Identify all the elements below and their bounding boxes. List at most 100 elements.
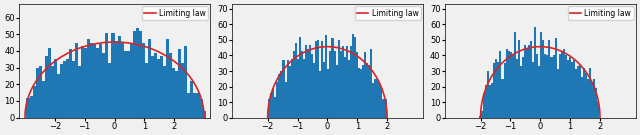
Bar — [63, 61, 66, 118]
Bar — [514, 32, 516, 118]
Bar — [495, 59, 497, 118]
Bar — [371, 49, 372, 118]
Bar — [520, 66, 522, 118]
Bar — [332, 38, 333, 118]
Bar — [506, 49, 508, 118]
Bar — [595, 88, 597, 118]
Bar — [563, 49, 564, 118]
Bar — [489, 85, 492, 118]
Bar — [552, 55, 554, 118]
Bar — [203, 111, 205, 118]
Bar — [160, 56, 163, 118]
Bar — [485, 85, 487, 118]
Bar — [352, 34, 354, 118]
Bar — [356, 52, 358, 118]
Bar — [364, 52, 366, 118]
Bar — [313, 63, 315, 118]
Bar — [380, 87, 383, 118]
Bar — [323, 62, 325, 118]
Bar — [483, 93, 485, 118]
Bar — [54, 59, 57, 118]
Bar — [26, 98, 29, 118]
Bar — [325, 35, 328, 118]
Bar — [378, 82, 380, 118]
Bar — [340, 51, 342, 118]
Bar — [487, 71, 489, 118]
Bar — [45, 56, 48, 118]
Bar — [120, 43, 124, 118]
Bar — [87, 39, 90, 118]
Bar — [84, 48, 87, 118]
Bar — [282, 60, 285, 118]
Bar — [508, 51, 509, 118]
Bar — [385, 99, 387, 118]
Bar — [360, 70, 362, 118]
Bar — [528, 45, 530, 118]
Bar — [577, 66, 579, 118]
Bar — [366, 63, 368, 118]
Bar — [591, 82, 593, 118]
Legend: Limiting law: Limiting law — [568, 6, 634, 20]
Bar — [193, 93, 196, 118]
Bar — [557, 70, 559, 118]
Bar — [321, 41, 323, 118]
Bar — [368, 65, 371, 118]
Bar — [188, 93, 191, 118]
Bar — [297, 59, 299, 118]
Bar — [573, 60, 575, 118]
Bar — [309, 45, 311, 118]
Bar — [512, 55, 514, 118]
Bar — [287, 60, 289, 118]
Bar — [292, 51, 295, 118]
Bar — [358, 68, 360, 118]
Bar — [118, 36, 120, 118]
Bar — [509, 52, 512, 118]
Bar — [492, 83, 493, 118]
Bar — [93, 44, 96, 118]
Bar — [81, 46, 84, 118]
Bar — [148, 39, 151, 118]
Bar — [350, 46, 352, 118]
Bar — [90, 43, 93, 118]
Bar — [567, 60, 569, 118]
Bar — [362, 65, 364, 118]
Bar — [538, 66, 540, 118]
Bar — [191, 81, 193, 118]
Bar — [571, 62, 573, 118]
Bar — [346, 46, 348, 118]
Bar — [29, 96, 33, 118]
Bar — [108, 63, 111, 118]
Bar — [291, 59, 292, 118]
Bar — [597, 101, 600, 118]
Bar — [502, 79, 504, 118]
Bar — [181, 63, 184, 118]
Bar — [532, 62, 534, 118]
Bar — [581, 77, 583, 118]
Bar — [333, 51, 335, 118]
Bar — [115, 41, 118, 118]
Bar — [335, 65, 337, 118]
Bar — [172, 68, 175, 118]
Bar — [69, 49, 72, 118]
Bar — [163, 66, 166, 118]
Bar — [315, 41, 317, 118]
Bar — [111, 33, 115, 118]
Bar — [481, 112, 483, 118]
Bar — [151, 56, 154, 118]
Bar — [179, 49, 181, 118]
Bar — [60, 64, 63, 118]
Bar — [526, 48, 528, 118]
Bar — [348, 60, 350, 118]
Bar — [522, 57, 524, 118]
Bar — [275, 97, 276, 118]
Bar — [139, 31, 142, 118]
Bar — [374, 79, 376, 118]
Bar — [337, 40, 340, 118]
Bar — [554, 38, 557, 118]
Bar — [504, 63, 506, 118]
Bar — [289, 66, 291, 118]
Bar — [57, 74, 60, 118]
Bar — [272, 88, 275, 118]
Bar — [42, 81, 45, 118]
Bar — [127, 51, 130, 118]
